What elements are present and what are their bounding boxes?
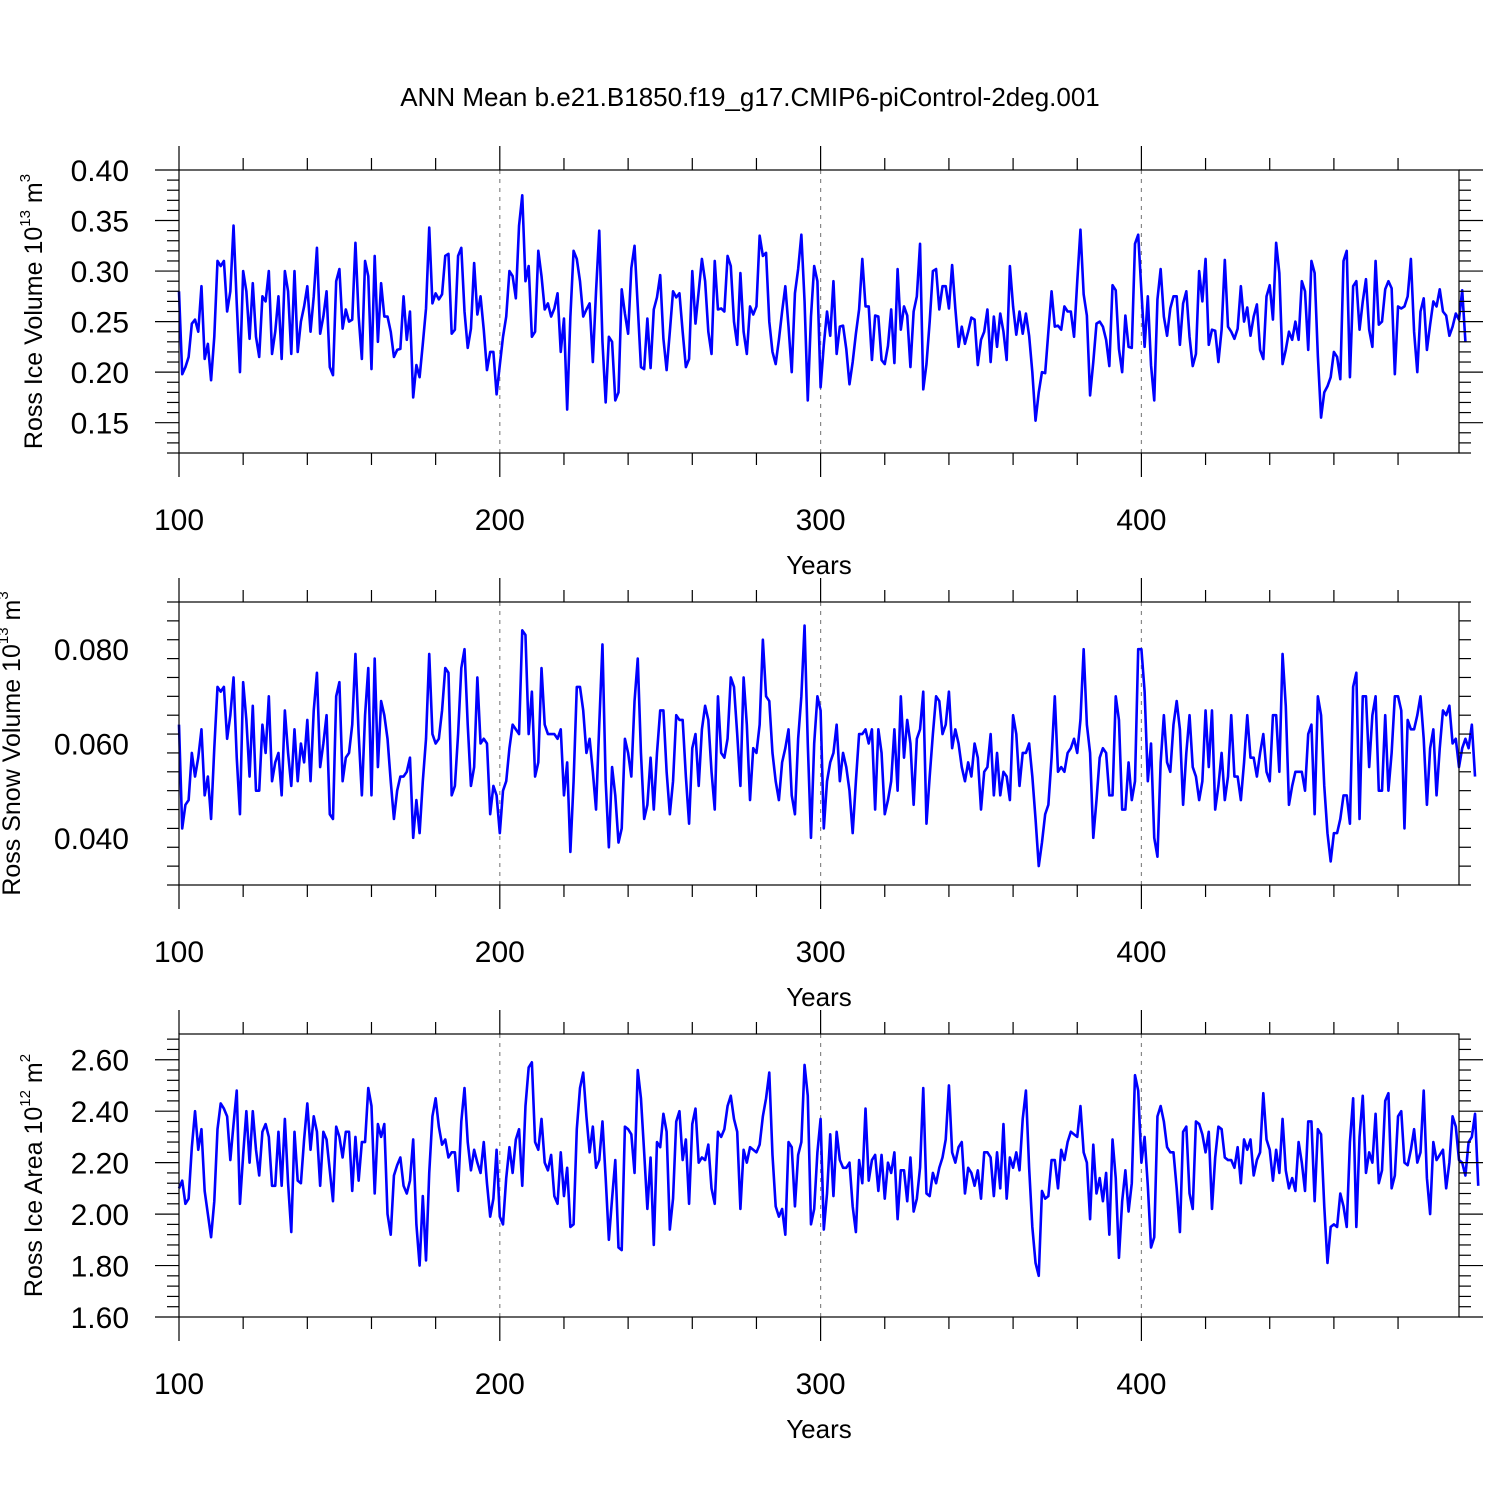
y-tick-label: 0.35 bbox=[71, 206, 129, 239]
x-axis-label: Years bbox=[786, 1414, 852, 1444]
y-tick-label: 0.25 bbox=[71, 307, 129, 340]
plot-frame bbox=[178, 1033, 1460, 1318]
x-tick-label: 100 bbox=[154, 1368, 204, 1401]
y-tick-label: 0.40 bbox=[71, 155, 129, 188]
series-line bbox=[177, 193, 1467, 422]
y-axis-label: Ross Ice Area 1012 m2 bbox=[17, 1054, 48, 1297]
x-tick-label: 100 bbox=[154, 504, 204, 537]
y-tick-label: 1.80 bbox=[71, 1251, 129, 1284]
x-axis-label: Years bbox=[786, 982, 852, 1012]
x-tick-label: 400 bbox=[1116, 504, 1166, 537]
panel-2: 100 200 300 400 0.040 0.060 0.080 Years Ross Sno… bbox=[0, 578, 1477, 1012]
x-tick-label: 100 bbox=[154, 936, 204, 969]
x-tick-label: 300 bbox=[796, 1368, 846, 1401]
y-tick-label: 0.080 bbox=[54, 634, 129, 667]
x-tick-label: 200 bbox=[475, 1368, 525, 1401]
plot-frame bbox=[178, 601, 1460, 886]
figure-title: ANN Mean b.e21.B1850.f19_g17.CMIP6-piCon… bbox=[400, 82, 1100, 112]
series-line bbox=[177, 1061, 1480, 1278]
y-tick-label: 0.20 bbox=[71, 357, 129, 390]
y-tick-label: 2.00 bbox=[71, 1199, 129, 1232]
panel-1: 100 200 300 400 0.15 0.20 0.25 0.30 0.35 0.40 Year… bbox=[17, 146, 1483, 580]
series-line bbox=[177, 624, 1477, 868]
y-tick-label: 2.40 bbox=[71, 1096, 129, 1129]
y-tick-label: 2.20 bbox=[71, 1148, 129, 1181]
y-tick-label: 2.60 bbox=[71, 1045, 129, 1078]
panels: 100 200 300 400 0.15 0.20 0.25 0.30 0.35 0.40 Year… bbox=[0, 146, 1483, 1444]
y-axis-label: Ross Ice Volume 1013 m3 bbox=[17, 174, 48, 449]
y-tick-label: 0.060 bbox=[54, 729, 129, 762]
y-tick-label: 0.040 bbox=[54, 823, 129, 856]
x-tick-label: 300 bbox=[796, 504, 846, 537]
x-tick-label: 400 bbox=[1116, 936, 1166, 969]
x-tick-label: 400 bbox=[1116, 1368, 1166, 1401]
x-axis-label: Years bbox=[786, 550, 852, 580]
panel-3: 100 200 300 400 1.60 1.80 2.00 2.20 2.40 2.60 Year… bbox=[17, 1010, 1483, 1444]
x-tick-label: 300 bbox=[796, 936, 846, 969]
y-axis-label: Ross Snow Volume 1013 m3 bbox=[0, 591, 26, 895]
y-tick-label: 1.60 bbox=[71, 1302, 129, 1335]
y-tick-label: 0.15 bbox=[71, 408, 129, 441]
x-tick-label: 200 bbox=[475, 936, 525, 969]
y-tick-label: 0.30 bbox=[71, 256, 129, 289]
x-tick-label: 200 bbox=[475, 504, 525, 537]
